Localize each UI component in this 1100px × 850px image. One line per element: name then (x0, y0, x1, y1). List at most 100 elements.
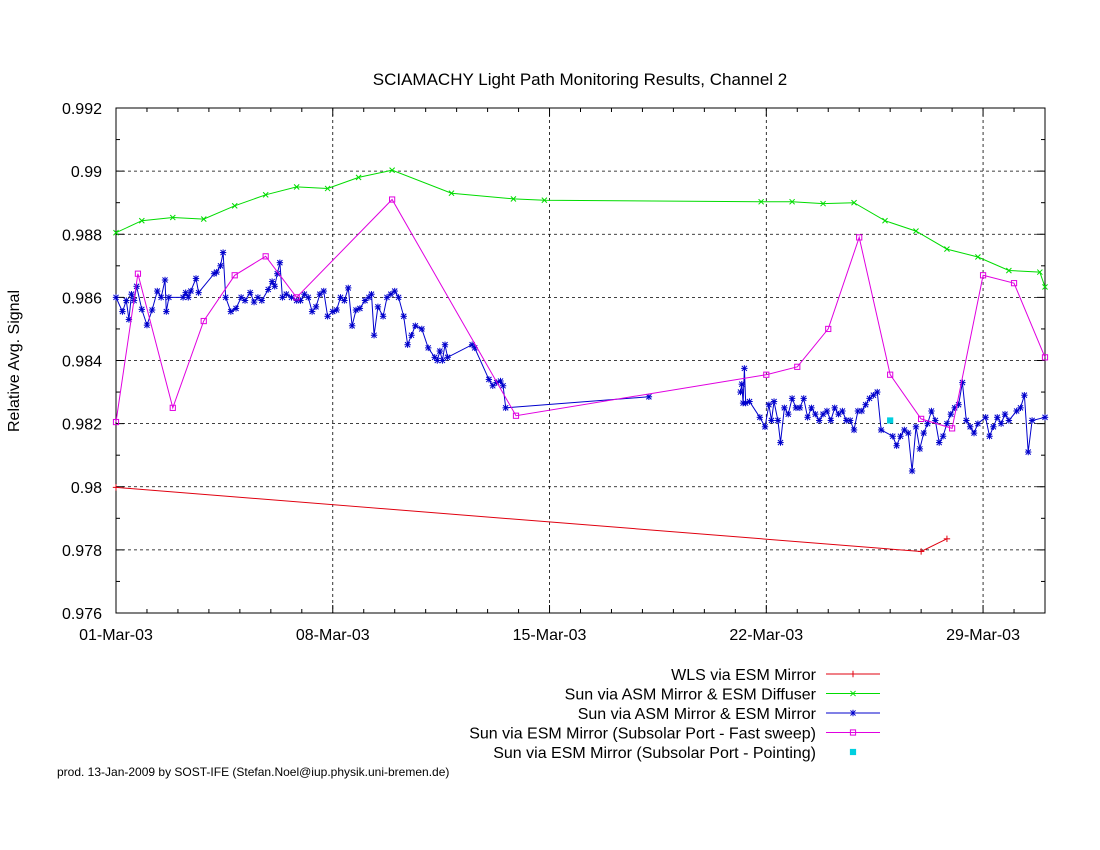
data-point (788, 395, 796, 402)
y-tick-label: 0.978 (62, 543, 102, 560)
data-point (301, 291, 308, 298)
data-point (1041, 414, 1049, 421)
data-point (213, 268, 220, 276)
series-sun-via-esm-mirror-subsolar-port-pointing (887, 417, 894, 424)
data-point (908, 467, 916, 475)
legend: WLS via ESM Mirror Sun via ASM Mirror & E… (469, 667, 880, 762)
data-point (163, 308, 170, 315)
data-point (241, 297, 249, 304)
data-point (825, 325, 832, 333)
data-point (510, 195, 517, 202)
data-point (963, 417, 970, 424)
data-point (262, 191, 269, 198)
data-point (283, 291, 290, 298)
data-point (276, 259, 284, 266)
series-sun-via-esm-mirror-subsolar-port-fast-sweep (112, 196, 1049, 432)
data-point (418, 325, 425, 333)
data-point (348, 322, 356, 329)
data-point (192, 275, 200, 282)
data-point (932, 417, 939, 424)
data-point (812, 410, 819, 418)
data-point (943, 420, 951, 427)
data-point (997, 420, 1005, 427)
data-point (819, 410, 827, 418)
legend-label: Sun via ESM Mirror (Subsolar Port - Poin… (493, 745, 816, 762)
data-point (485, 376, 493, 383)
data-point (374, 303, 382, 311)
data-point (337, 294, 344, 301)
data-point (947, 410, 955, 418)
data-point (169, 404, 176, 411)
data-point (1028, 417, 1036, 424)
data-point (404, 341, 411, 348)
data-point (274, 270, 281, 277)
data-point (320, 287, 327, 295)
x-tick-label: 08-Mar-03 (296, 627, 370, 644)
data-point (917, 548, 925, 555)
legend-label: Sun via ESM Mirror (Subsolar Port - Fast… (469, 726, 816, 743)
data-point (293, 183, 300, 190)
y-tick-label: 0.984 (62, 354, 102, 371)
data-point (541, 197, 548, 204)
data-point (305, 294, 312, 301)
data-point (839, 407, 846, 415)
data-point (489, 382, 496, 389)
data-point (1025, 448, 1032, 456)
data-point (112, 484, 120, 491)
data-point (1041, 354, 1049, 361)
data-point (119, 308, 126, 315)
y-tick-label: 0.99 (71, 164, 102, 181)
data-point (356, 305, 364, 312)
data-point (497, 377, 504, 385)
data-point (737, 388, 744, 396)
data-point (258, 297, 266, 304)
data-point (391, 287, 398, 295)
data-point (441, 341, 449, 348)
data-point (231, 272, 238, 279)
data-point (187, 287, 195, 295)
data-point (112, 418, 120, 426)
data-point (862, 401, 869, 408)
data-point (169, 214, 176, 221)
data-point (882, 217, 888, 224)
data-point (850, 426, 858, 434)
y-tick-label: 0.982 (62, 417, 102, 434)
data-point (949, 425, 956, 432)
data-point (345, 284, 352, 292)
data-point (765, 401, 773, 408)
legend-marker (850, 690, 856, 697)
data-point (113, 229, 119, 236)
data-point (1001, 410, 1009, 418)
data-point (913, 228, 919, 235)
data-point (389, 196, 396, 203)
data-point (148, 306, 156, 314)
y-axis-label: Relative Avg. Signal (6, 290, 23, 432)
x-tick-label: 29-Mar-03 (946, 627, 1020, 644)
data-point (1021, 392, 1028, 399)
data-point (324, 185, 331, 192)
data-point (237, 294, 245, 301)
data-point (1042, 284, 1048, 290)
data-point (928, 407, 935, 415)
data-point (982, 414, 989, 421)
data-point (161, 276, 169, 284)
series-sun-via-asm-mirror-esm-mirror (112, 249, 1049, 475)
data-point (851, 199, 857, 206)
series-sun-via-asm-mirror-esm-diffuser (113, 167, 1048, 290)
legend-marker (849, 729, 857, 736)
legend-marker (849, 670, 857, 678)
series-layer (112, 167, 1049, 555)
data-point (143, 321, 151, 329)
y-tick-label: 0.98 (71, 480, 102, 497)
data-point (134, 270, 142, 277)
data-point (400, 313, 407, 320)
data-point (436, 347, 444, 355)
data-point (777, 439, 784, 446)
series-line (115, 169, 1046, 288)
data-point (789, 198, 796, 205)
data-point (897, 433, 904, 440)
data-point (368, 291, 375, 298)
data-point (502, 404, 509, 412)
data-point (512, 412, 520, 419)
data-point (262, 253, 269, 260)
